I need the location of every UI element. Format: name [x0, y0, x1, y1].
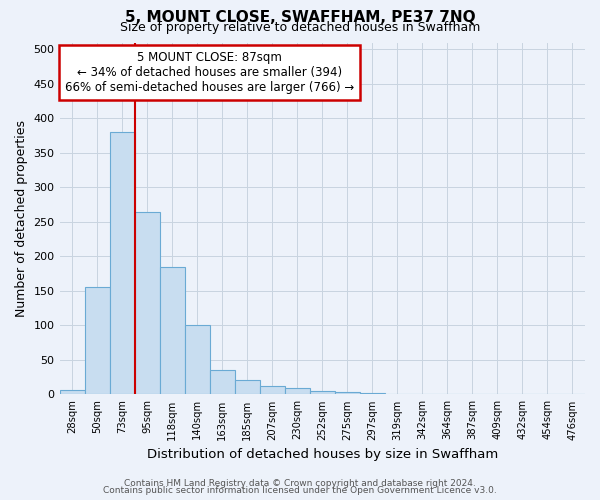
Bar: [160, 267, 185, 394]
Bar: [85, 288, 110, 395]
Bar: [134, 212, 160, 394]
Bar: [285, 388, 310, 394]
Bar: [310, 391, 335, 394]
Y-axis label: Number of detached properties: Number of detached properties: [15, 120, 28, 317]
Bar: [235, 380, 260, 394]
Bar: [360, 393, 385, 394]
Bar: [110, 132, 134, 394]
Bar: [335, 392, 360, 394]
Text: 5 MOUNT CLOSE: 87sqm
← 34% of detached houses are smaller (394)
66% of semi-deta: 5 MOUNT CLOSE: 87sqm ← 34% of detached h…: [65, 52, 354, 94]
Bar: [185, 326, 209, 394]
Bar: [260, 386, 285, 394]
Text: 5, MOUNT CLOSE, SWAFFHAM, PE37 7NQ: 5, MOUNT CLOSE, SWAFFHAM, PE37 7NQ: [125, 10, 475, 25]
X-axis label: Distribution of detached houses by size in Swaffham: Distribution of detached houses by size …: [146, 448, 498, 461]
Bar: [59, 390, 85, 394]
Bar: [209, 370, 235, 394]
Text: Contains HM Land Registry data © Crown copyright and database right 2024.: Contains HM Land Registry data © Crown c…: [124, 478, 476, 488]
Text: Size of property relative to detached houses in Swaffham: Size of property relative to detached ho…: [120, 21, 480, 34]
Text: Contains public sector information licensed under the Open Government Licence v3: Contains public sector information licen…: [103, 486, 497, 495]
